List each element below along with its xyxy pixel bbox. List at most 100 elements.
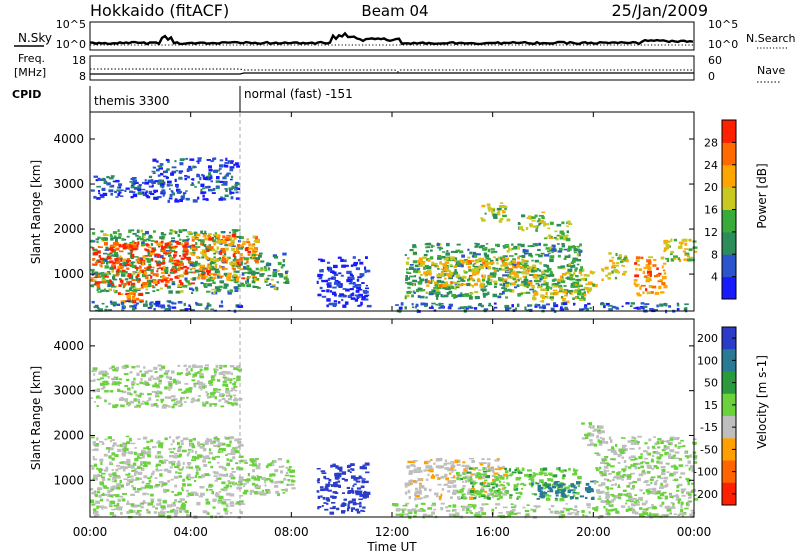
- power-echo-cell: [541, 211, 546, 214]
- velocity-echo-cell: [156, 384, 160, 388]
- power-echo-cell: [564, 294, 568, 297]
- velocity-echo-cell: [570, 485, 576, 488]
- power-echo-cell: [539, 261, 542, 265]
- power-echo-cell: [446, 242, 450, 247]
- power-echo-cell: [683, 258, 688, 261]
- velocity-echo-cell: [556, 487, 560, 491]
- velocity-echo-cell: [173, 453, 178, 455]
- velocity-echo-cell: [487, 482, 491, 486]
- velocity-echo-cell: [461, 480, 465, 483]
- power-echo-cell: [175, 169, 179, 172]
- velocity-echo-cell: [429, 469, 434, 473]
- power-echo-cell: [104, 275, 109, 278]
- velocity-echo-cell: [565, 508, 570, 512]
- velocity-echo-cell: [213, 373, 217, 377]
- velocity-echo-cell: [198, 495, 204, 498]
- power-echo-cell: [184, 175, 188, 177]
- velocity-echo-cell: [462, 508, 465, 512]
- power-echo-cell: [255, 271, 260, 275]
- power-echo-cell: [152, 286, 156, 289]
- velocity-echo-cell: [547, 495, 552, 497]
- power-echo-cell: [430, 276, 435, 278]
- power-echo-cell: [178, 279, 182, 283]
- power-echo-cell: [471, 268, 476, 271]
- velocity-echo-cell: [676, 485, 680, 489]
- power-echo-cell: [201, 277, 206, 280]
- power-echo-cell: [469, 251, 473, 255]
- power-echo-cell: [216, 289, 221, 293]
- velocity-echo-cell: [214, 480, 218, 482]
- velocity-echo-cell: [208, 457, 211, 460]
- power-echo-cell: [493, 256, 496, 259]
- power-echo-cell: [200, 282, 204, 285]
- velocity-echo-cell: [136, 404, 141, 407]
- velocity-echo-cell: [559, 498, 565, 502]
- velocity-echo-cell: [607, 478, 610, 482]
- power-echo-cell: [414, 264, 420, 268]
- power-echo-cell: [125, 292, 130, 295]
- power-echo-cell: [361, 282, 365, 284]
- power-echo-cell: [415, 305, 418, 309]
- power-echo-cell: [468, 294, 472, 297]
- velocity-echo-cell: [238, 478, 244, 482]
- velocity-echo-cell: [140, 505, 144, 509]
- power-echo-cell: [108, 189, 114, 193]
- power-echo-cell: [224, 247, 229, 251]
- power-echo-cell: [207, 266, 212, 269]
- velocity-echo-cell: [645, 500, 648, 504]
- velocity-echo-cell: [182, 507, 186, 510]
- power-echo-cell: [169, 184, 173, 187]
- power-echo-cell: [119, 255, 122, 258]
- velocity-echo-cell: [687, 481, 690, 486]
- velocity-echo-cell: [503, 486, 507, 489]
- power-echo-cell: [677, 245, 683, 249]
- velocity-echo-cell: [176, 455, 181, 458]
- power-echo-cell: [176, 277, 180, 279]
- power-echo-cell: [625, 302, 630, 305]
- power-echo-cell: [534, 214, 538, 218]
- velocity-echo-cell: [287, 468, 291, 472]
- velocity-echo-cell: [576, 492, 580, 495]
- power-echo-cell: [585, 307, 590, 312]
- power-echo-cell: [472, 279, 476, 282]
- velocity-echo-cell: [160, 485, 164, 488]
- velocity-echo-cell: [358, 476, 363, 479]
- power-echo-cell: [340, 258, 344, 262]
- velocity-echo-cell: [685, 491, 690, 495]
- power-echo-cell: [233, 236, 237, 240]
- velocity-echo-cell: [497, 474, 500, 477]
- power-echo-cell: [266, 284, 270, 286]
- power-echo-cell: [463, 271, 468, 274]
- velocity-echo-cell: [141, 402, 145, 405]
- velocity-echo-cell: [283, 477, 287, 481]
- power-echo-cell: [541, 299, 545, 303]
- velocity-echo-cell: [239, 501, 244, 505]
- velocity-echo-cell: [518, 491, 522, 494]
- velocity-echo-cell: [90, 488, 94, 491]
- power-echo-cell: [365, 269, 371, 273]
- power-ytick-label: 1000: [53, 267, 84, 281]
- power-echo-cell: [521, 228, 525, 232]
- power-echo-cell: [512, 260, 517, 264]
- power-echo-cell: [158, 267, 164, 269]
- velocity-echo-cell: [149, 493, 154, 497]
- power-echo-cell: [460, 292, 463, 296]
- power-echo-cell: [147, 307, 152, 309]
- power-echo-cell: [474, 307, 478, 310]
- velocity-echo-cell: [491, 495, 495, 499]
- velocity-echo-cell: [219, 393, 225, 395]
- power-echo-cell: [547, 234, 552, 237]
- velocity-echo-cell: [635, 502, 639, 505]
- power-echo-cell: [133, 288, 137, 291]
- velocity-echo-cell: [177, 460, 181, 464]
- velocity-echo-cell: [107, 450, 110, 453]
- power-echo-cell: [92, 232, 96, 235]
- power-echo-cell: [179, 255, 182, 257]
- velocity-echo-cell: [636, 442, 640, 445]
- power-echo-cell: [92, 279, 97, 282]
- velocity-echo-cell: [201, 474, 205, 478]
- velocity-echo-cell: [446, 509, 451, 512]
- velocity-echo-cell: [351, 498, 356, 502]
- velocity-echo-cell: [428, 488, 432, 492]
- power-echo-cell: [474, 290, 479, 294]
